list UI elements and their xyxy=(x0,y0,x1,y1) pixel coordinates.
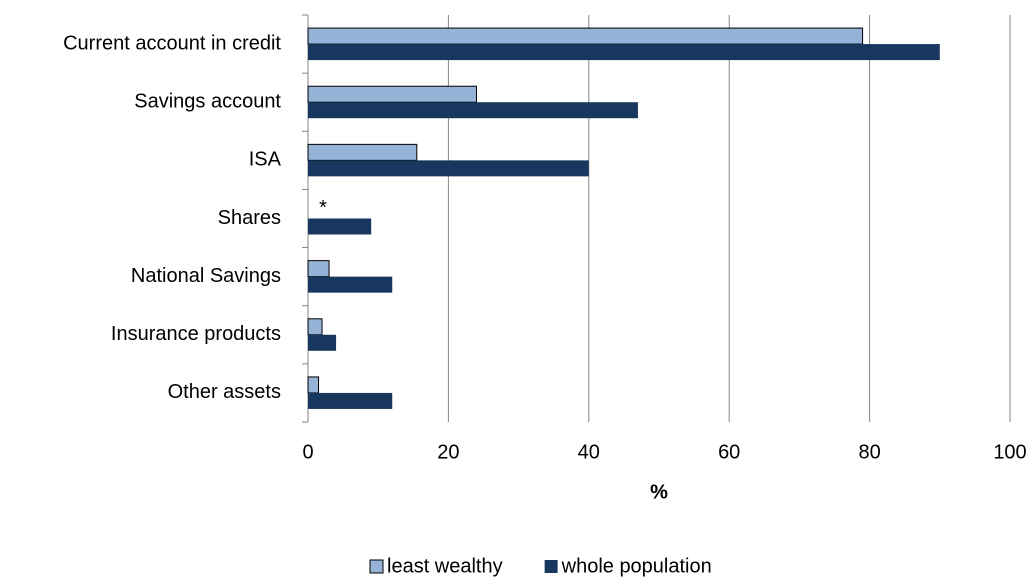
legend-swatch xyxy=(544,560,558,573)
x-tick-label: 40 xyxy=(578,441,600,463)
x-tick-label: 20 xyxy=(437,441,459,463)
annotation: * xyxy=(319,197,327,219)
x-tick-label: 60 xyxy=(718,441,740,463)
bar xyxy=(308,160,589,177)
y-tick-label: Current account in credit xyxy=(63,32,281,54)
legend-label: whole population xyxy=(561,555,712,577)
y-tick-label: National Savings xyxy=(131,265,281,287)
bar xyxy=(308,276,393,293)
bar xyxy=(308,102,638,119)
y-tick-label: Insurance products xyxy=(111,323,281,345)
bar xyxy=(308,334,337,351)
x-tick-label: 0 xyxy=(302,441,313,463)
y-tick-label: Shares xyxy=(218,207,281,229)
legend-label: least wealthy xyxy=(387,555,503,577)
x-tick-label: 100 xyxy=(993,441,1026,463)
bar xyxy=(307,27,864,45)
bar xyxy=(307,318,323,336)
bar xyxy=(308,44,940,61)
bar xyxy=(307,85,477,103)
bar xyxy=(307,143,418,161)
x-tick-label: 80 xyxy=(858,441,880,463)
x-axis-label: % xyxy=(650,481,668,503)
bar xyxy=(308,218,372,235)
bar xyxy=(307,376,320,394)
y-tick-label: Other assets xyxy=(168,381,281,403)
bar xyxy=(307,260,330,278)
y-tick-label: ISA xyxy=(249,149,282,171)
bar xyxy=(308,392,393,409)
legend-swatch xyxy=(369,559,384,574)
y-tick-label: Savings account xyxy=(134,90,281,112)
